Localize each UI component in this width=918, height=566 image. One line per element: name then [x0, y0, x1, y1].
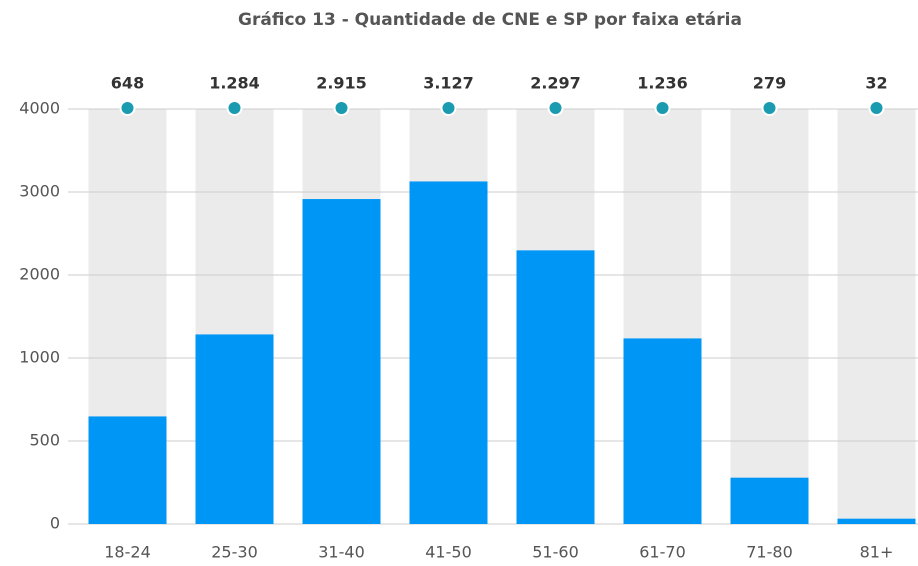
data-label: 3.127: [423, 74, 474, 93]
chart-title: Gráfico 13 - Quantidade de CNE e SP por …: [238, 10, 742, 30]
bar: [623, 338, 702, 524]
data-label: 648: [111, 74, 144, 93]
y-tick-label: 4000: [19, 99, 60, 118]
bar: [409, 181, 488, 525]
bar: [88, 416, 167, 524]
x-tick-label: 61-70: [639, 543, 686, 562]
x-tick-label: 25-30: [211, 543, 258, 562]
data-label: 1.236: [637, 74, 688, 93]
marker-dot: [440, 100, 457, 116]
marker-dot: [119, 100, 136, 116]
x-tick-label: 41-50: [425, 543, 472, 562]
data-label: 279: [753, 74, 786, 93]
y-tick-label: 1000: [19, 348, 60, 367]
x-tick-label: 18-24: [104, 543, 151, 562]
data-label: 32: [865, 74, 887, 93]
marker-dot: [547, 100, 564, 116]
y-tick-label: 3000: [19, 182, 60, 201]
y-tick-label: 2000: [19, 265, 60, 284]
marker-dot: [226, 100, 243, 116]
x-tick-label: 31-40: [318, 543, 365, 562]
bar: [302, 199, 381, 524]
y-tick-label: 500: [29, 431, 60, 450]
bar: [730, 477, 809, 524]
marker-dot: [868, 100, 885, 116]
bar: [195, 334, 274, 524]
y-tick-label: 0: [50, 514, 60, 533]
x-tick-label: 81+: [860, 543, 894, 562]
data-label: 2.297: [530, 74, 581, 93]
data-label: 1.284: [209, 74, 260, 93]
bar: [516, 250, 595, 524]
x-tick-label: 71-80: [746, 543, 793, 562]
marker-dot: [654, 100, 671, 116]
bar: [837, 518, 916, 524]
column-background: [730, 109, 809, 524]
column-background: [837, 109, 916, 524]
marker-dot: [333, 100, 350, 116]
data-label: 2.915: [316, 74, 367, 93]
marker-dot: [761, 100, 778, 116]
x-tick-label: 51-60: [532, 543, 579, 562]
